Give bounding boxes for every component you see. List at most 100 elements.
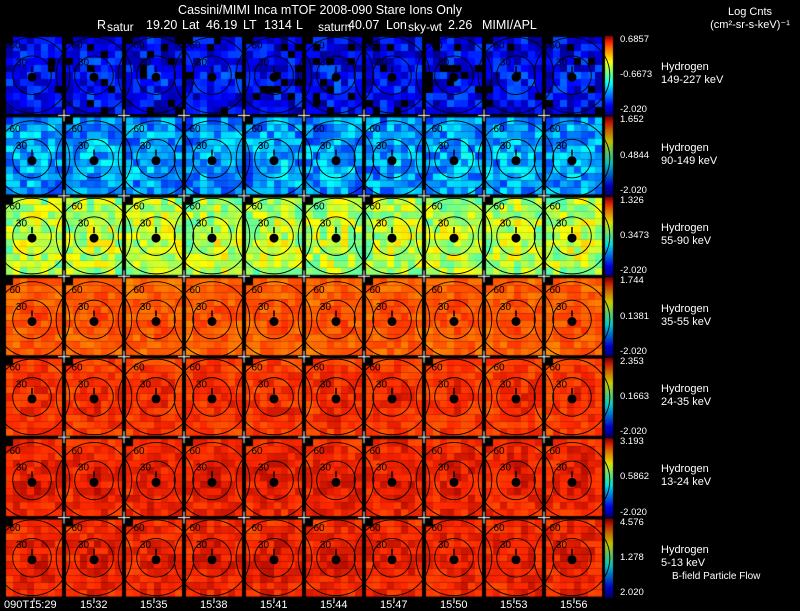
planet-marker (387, 394, 397, 404)
contour-label-30: 30 (196, 302, 208, 313)
planet-marker (449, 156, 459, 166)
row-species-label: Hydrogen (661, 61, 709, 74)
planet-marker (27, 72, 37, 82)
contour-label-60: 60 (369, 523, 381, 534)
contour-60-deg (415, 442, 493, 519)
contour-60-deg (173, 36, 251, 114)
contour-60-deg (533, 519, 611, 597)
contour-30-deg (372, 138, 412, 179)
contour-label-60: 60 (71, 202, 83, 213)
planet-marker (269, 156, 279, 166)
contour-label-30: 30 (500, 379, 512, 390)
colorbar-mid-value: 1.278 (620, 551, 644, 563)
contour-label-60: 60 (369, 446, 381, 457)
institution-label: MIMI/APL (482, 18, 537, 32)
contour-label-30: 30 (376, 58, 388, 69)
contour-label-60: 60 (313, 362, 325, 373)
contour-label-60: 60 (493, 41, 505, 52)
contour-30-deg (316, 138, 356, 179)
planet-marker (151, 394, 161, 404)
planet-marker (331, 156, 341, 166)
planet-marker (567, 477, 577, 487)
contour-label-30: 30 (196, 379, 208, 390)
contour-60-deg (353, 442, 431, 519)
contour-60-deg (297, 120, 375, 197)
planet-marker (511, 72, 521, 82)
planet-marker (207, 394, 217, 404)
contour-label-30: 30 (16, 141, 28, 152)
contour-30-deg (372, 377, 412, 417)
contour-label-30: 30 (258, 379, 270, 390)
contour-60-deg (235, 519, 313, 597)
contour-30-deg (192, 460, 232, 501)
planet-marker (207, 233, 217, 243)
contour-30-deg (74, 538, 114, 578)
contour-label-60: 60 (133, 285, 145, 296)
planet-marker (269, 317, 279, 326)
contour-60-deg (173, 197, 251, 275)
planet-marker (89, 555, 99, 565)
lat-value: 46.19 (206, 18, 238, 32)
contour-60-deg (55, 36, 133, 114)
contour-label-30: 30 (556, 58, 568, 69)
lon-label: Lon (386, 18, 407, 32)
row-energy-label: 35-55 keV (661, 315, 712, 328)
contour-60-deg (235, 36, 313, 114)
planet-marker (511, 394, 521, 404)
row-species-label: Hydrogen (661, 543, 709, 556)
contour-30-deg (136, 377, 176, 417)
planet-marker (151, 317, 161, 326)
contour-label-30: 30 (78, 58, 90, 69)
contour-60-deg (415, 36, 493, 114)
contour-label-60: 60 (251, 285, 263, 296)
row-energy-label: 149-227 keV (661, 74, 724, 87)
contour-60-deg (477, 358, 555, 436)
contour-label-30: 30 (438, 540, 450, 551)
contour-label-60: 60 (369, 202, 381, 213)
contour-60-deg (235, 442, 313, 519)
contour-30-deg (372, 460, 412, 501)
contour-label-60: 60 (133, 202, 145, 213)
contour-label-30: 30 (140, 141, 152, 152)
contour-30-deg (136, 538, 176, 578)
contour-label-60: 60 (431, 124, 443, 135)
colorbar-min-value: 2.020 (620, 587, 644, 598)
contour-60-deg (55, 358, 133, 436)
contour-30-deg (496, 460, 536, 501)
contour-label-60: 60 (493, 523, 505, 534)
colorbar-min-value: -2.020 (620, 184, 647, 196)
contour-label-60: 60 (9, 523, 21, 534)
contour-30-deg (192, 138, 232, 179)
x-tick-label: 15:41 (260, 599, 288, 611)
planet-marker (89, 233, 99, 243)
row-species-label: Hydrogen (661, 222, 709, 235)
contour-60-deg (173, 281, 251, 358)
x-tick-label: 15:47 (380, 599, 408, 611)
contour-label-30: 30 (556, 540, 568, 551)
contour-label-60: 60 (251, 202, 263, 213)
contour-label-30: 30 (258, 141, 270, 152)
contour-30-deg (74, 460, 114, 501)
contour-label-30: 30 (438, 58, 450, 69)
contour-label-30: 30 (320, 141, 332, 152)
planet-marker (331, 233, 341, 243)
contour-60-deg (55, 197, 133, 275)
contour-label-60: 60 (369, 41, 381, 52)
contour-label-30: 30 (258, 463, 270, 474)
contour-60-deg (297, 358, 375, 436)
contour-label-60: 60 (133, 362, 145, 373)
colorbar-mid-value: 0.3473 (620, 230, 650, 242)
contour-label-60: 60 (431, 41, 443, 52)
colorbar-max-value: 4.576 (620, 516, 644, 528)
l-label: L (296, 18, 303, 32)
contour-30-deg (12, 377, 52, 417)
contour-30-deg (552, 299, 592, 340)
contour-label-60: 60 (189, 362, 201, 373)
planet-marker (449, 477, 459, 487)
contour-label-30: 30 (500, 218, 512, 229)
colorbar-min-value: -2.020 (620, 265, 647, 277)
contour-label-30: 30 (78, 463, 90, 474)
contour-30-deg (496, 55, 536, 95)
contour-60-deg (55, 519, 133, 597)
